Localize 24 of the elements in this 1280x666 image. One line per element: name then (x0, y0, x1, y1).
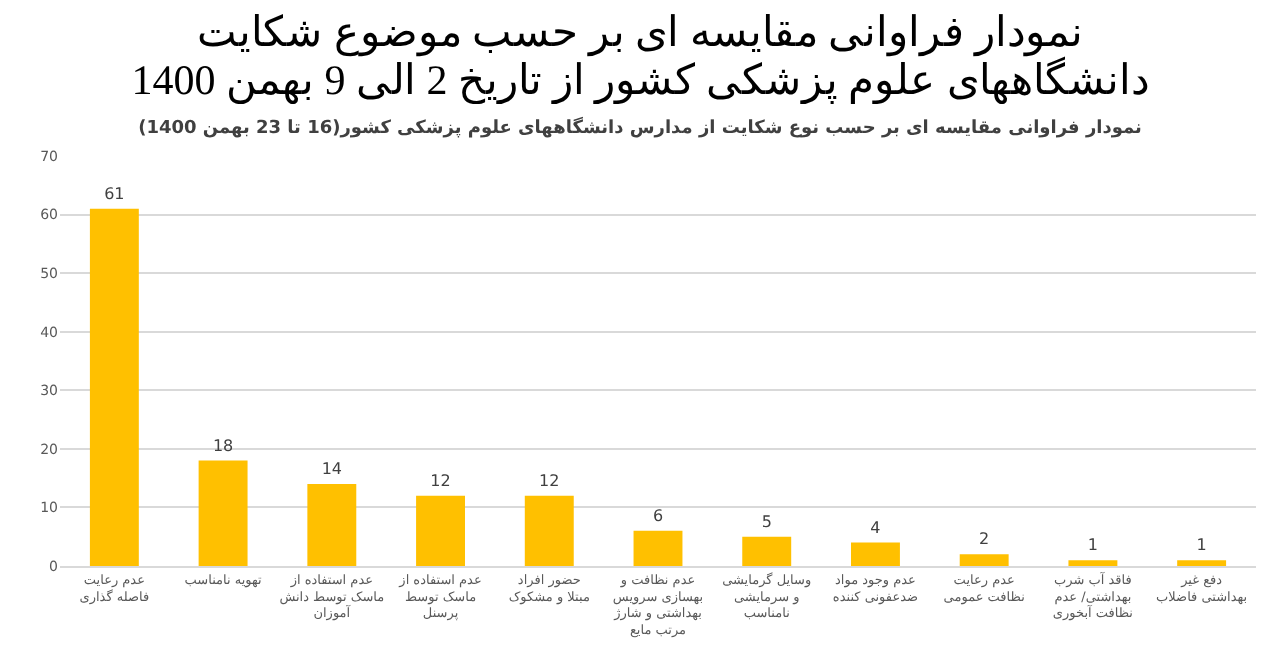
data-label: 12 (539, 471, 560, 490)
chart-title: نمودار فراوانی مقایسه ای بر حسب موضوع شکایت دانشگاههای علوم پزشکی کشور از تاریخ 2 الی 9 بهمن 1400 (131, 8, 1149, 104)
data-label: 6 (652, 506, 664, 525)
bar (851, 542, 900, 566)
bar (307, 484, 357, 566)
bar (633, 530, 683, 566)
data-label: 12 (430, 471, 451, 490)
data-label: 61 (104, 184, 125, 203)
bar (959, 554, 1009, 566)
bar (416, 495, 465, 566)
data-label: 1 (1196, 536, 1207, 555)
bar (524, 495, 574, 566)
data-label: 18 (212, 436, 234, 455)
bar (1177, 560, 1227, 566)
bar (198, 460, 248, 566)
bar (1068, 560, 1118, 566)
bar (742, 536, 792, 566)
data-label: 14 (321, 460, 343, 478)
data-label: 2 (979, 530, 990, 549)
data-label: 4 (870, 518, 881, 537)
data-label: 5 (761, 512, 772, 531)
chart-subtitle: نمودار فراوانی مقایسه ای بر حسب نوع شکایت از مدارس دانشگاههای علوم پزشکی کشور(16 تا 23 بهمن 1400) (138, 115, 1142, 140)
bar (89, 208, 139, 566)
data-label: 1 (1087, 536, 1098, 555)
